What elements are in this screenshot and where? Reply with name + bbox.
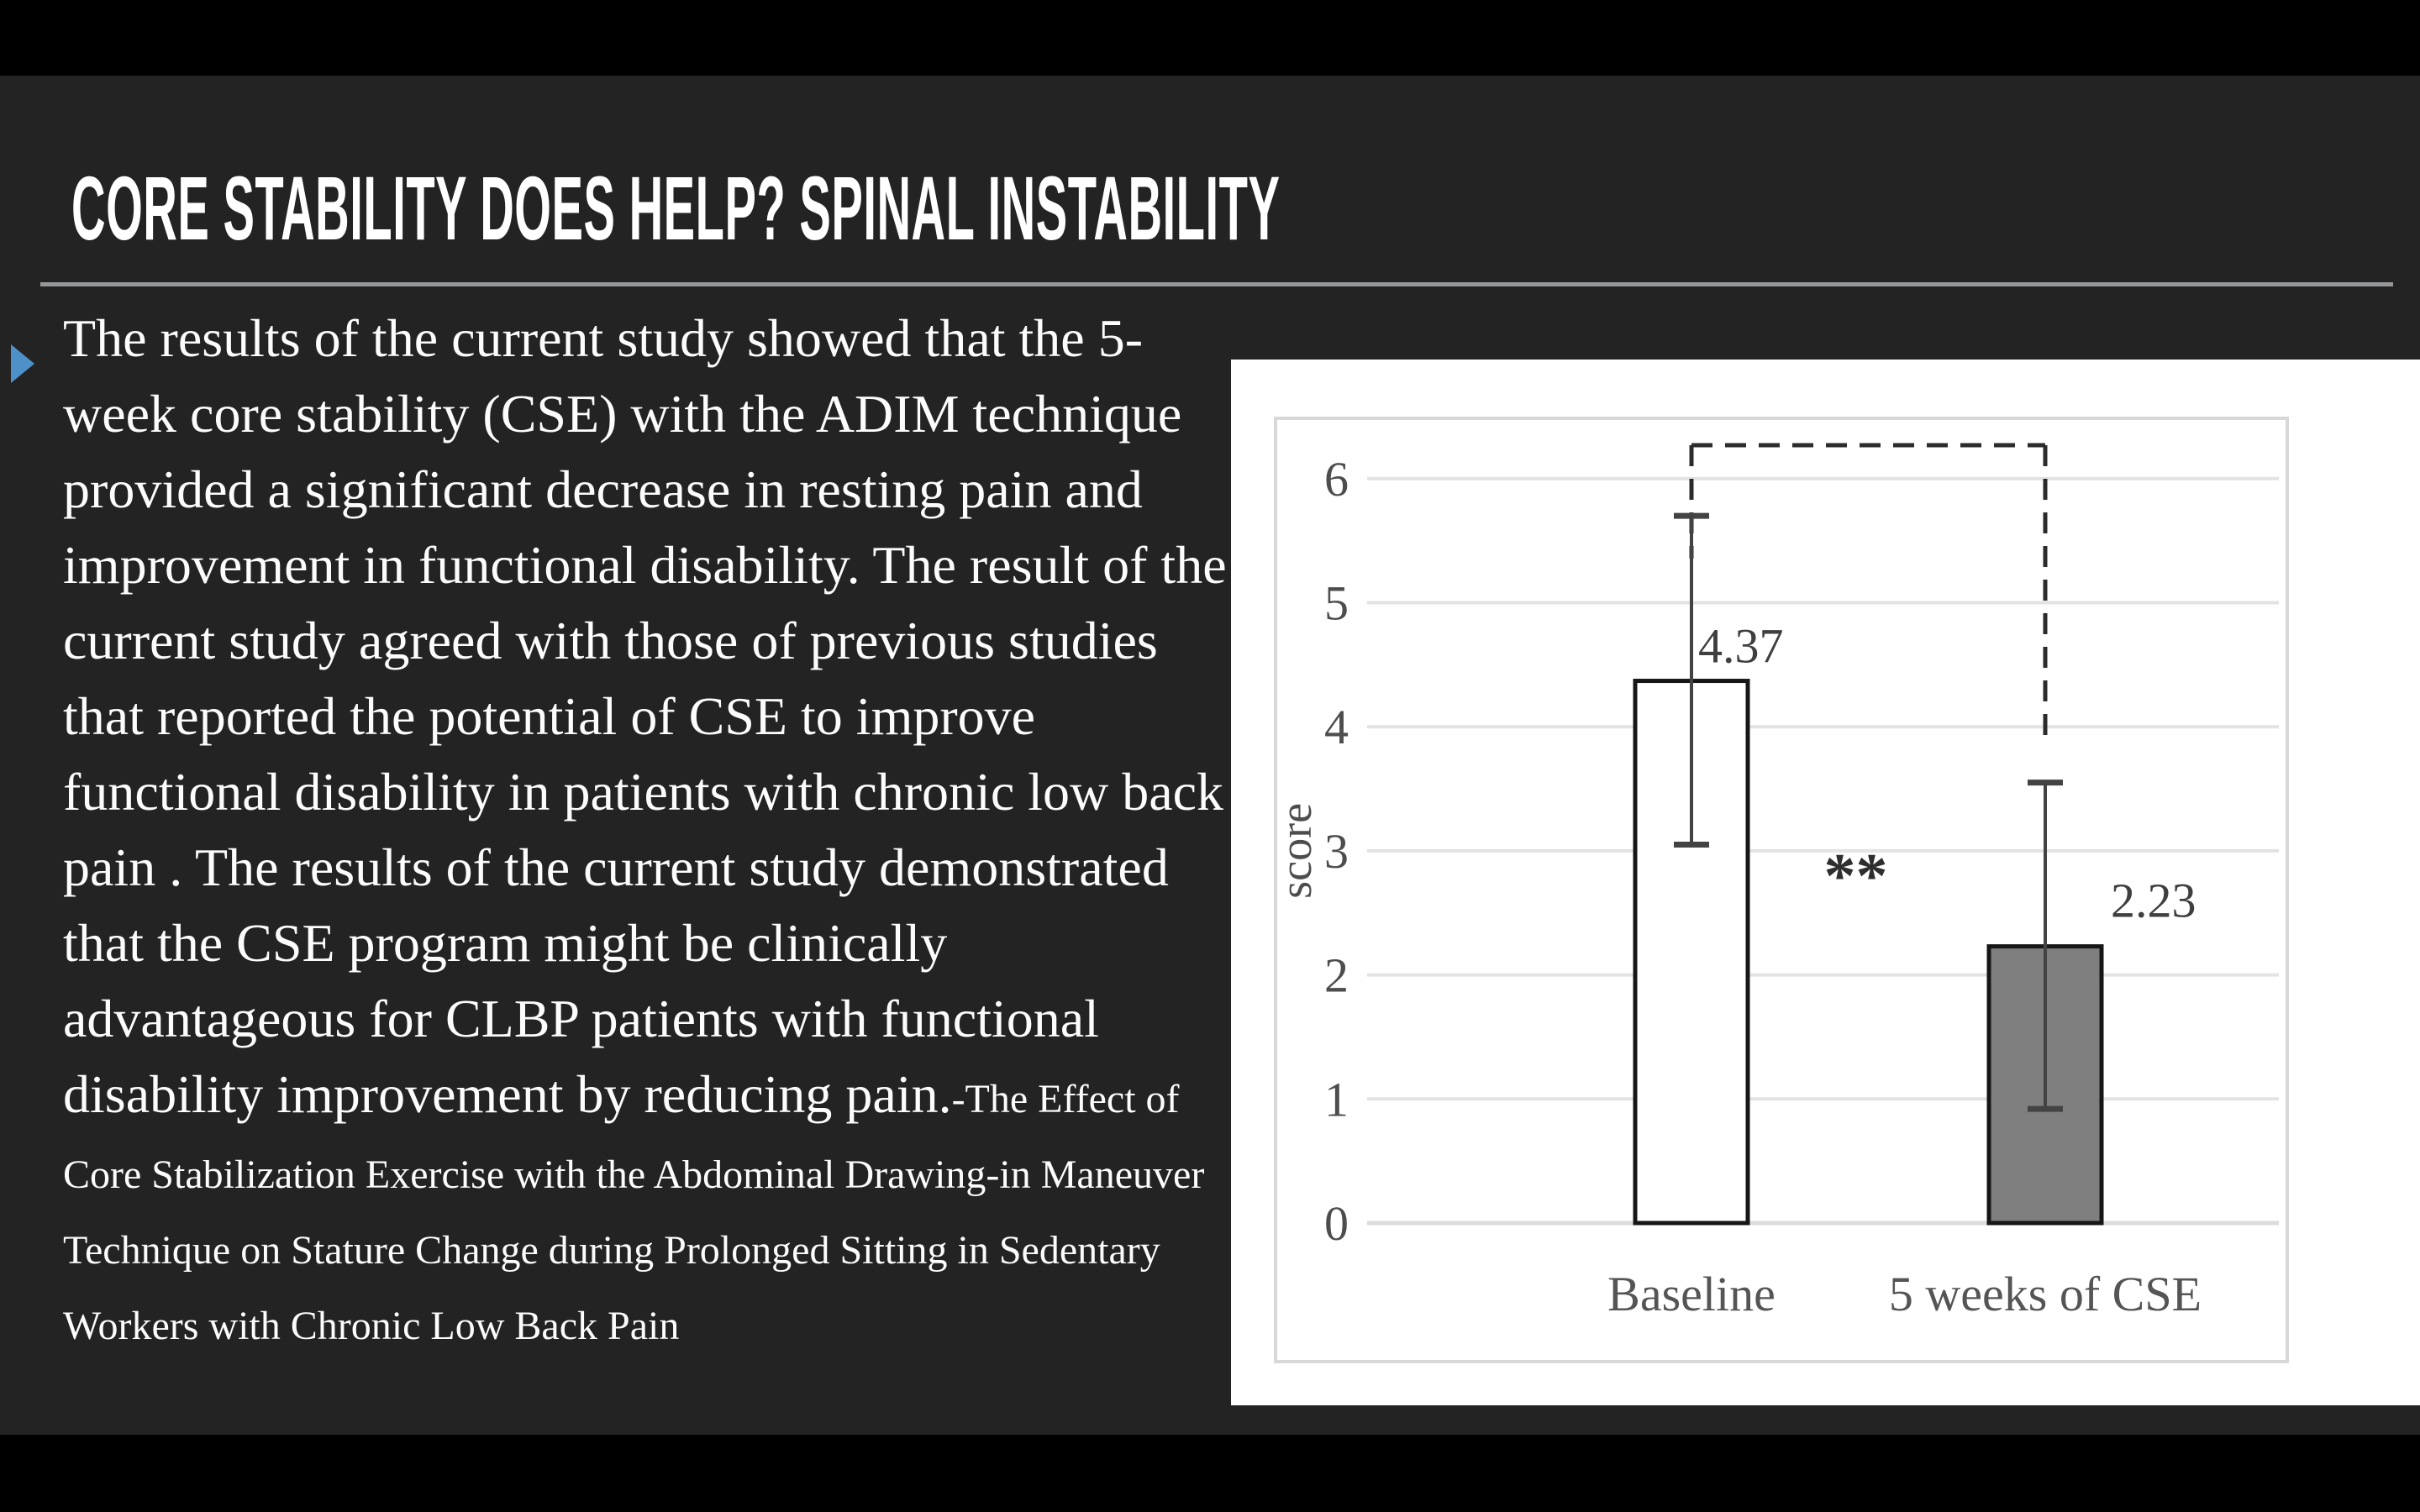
svg-text:2.23: 2.23	[2111, 874, 2196, 928]
citation-text: -The Effect of Core Stabilization Exerci…	[63, 1077, 1205, 1348]
svg-text:4.37: 4.37	[1698, 619, 1784, 674]
letterbox-top	[0, 0, 2420, 76]
svg-text:1: 1	[1324, 1072, 1349, 1126]
svg-text:0: 0	[1324, 1196, 1349, 1251]
title-underline	[40, 282, 2393, 286]
svg-text:5 weeks of CSE: 5 weeks of CSE	[1889, 1267, 2202, 1321]
letterbox-bottom	[0, 1435, 2420, 1512]
svg-text:2: 2	[1324, 948, 1349, 1003]
slide-content-area: CORE STABILITY DOES HELP? SPINAL INSTABI…	[0, 76, 2420, 1435]
slide-title-text: CORE STABILITY DOES HELP? SPINAL INSTABI…	[71, 157, 1281, 259]
bullet-triangle-icon	[11, 344, 34, 383]
bar-chart-panel: 0 1 2 3 4 5 6 score 4.37 Baseline 2.23 5 weeks of C…	[1231, 360, 2420, 1405]
svg-text:6: 6	[1324, 452, 1349, 507]
body-paragraph: The results of the current study showed …	[63, 301, 1239, 1359]
body-main-text: The results of the current study showed …	[63, 308, 1227, 1124]
svg-text:**: **	[1824, 841, 1888, 911]
svg-text:5: 5	[1324, 576, 1349, 631]
svg-text:4: 4	[1324, 700, 1349, 754]
score-bar-chart: 0 1 2 3 4 5 6 score 4.37 Baseline 2.23 5 weeks of C…	[1270, 417, 2289, 1363]
slide-title: CORE STABILITY DOES HELP? SPINAL INSTABI…	[71, 163, 2396, 254]
svg-text:3: 3	[1324, 824, 1349, 879]
svg-text:Baseline: Baseline	[1607, 1267, 1776, 1321]
svg-text:score: score	[1270, 803, 1321, 899]
